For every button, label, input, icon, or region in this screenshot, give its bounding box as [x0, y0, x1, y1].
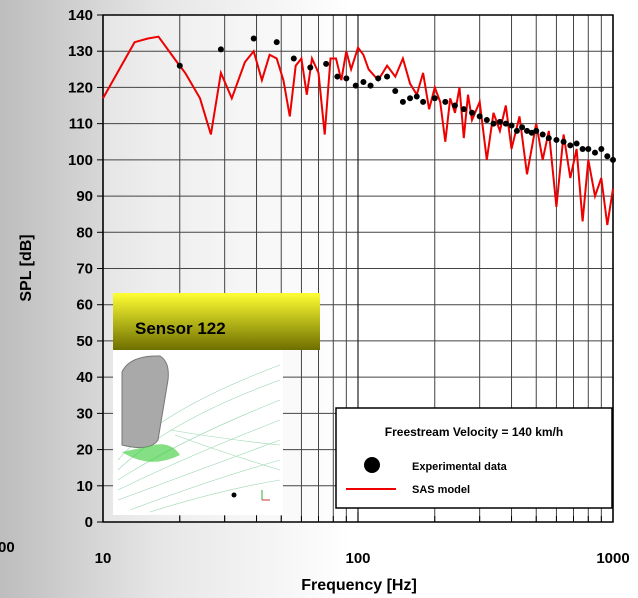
streamlines — [117, 364, 281, 513]
x-axis-title: Frequency [Hz] — [301, 577, 417, 594]
data-point — [367, 82, 374, 89]
data-point — [610, 156, 616, 163]
data-point — [508, 122, 515, 129]
y-tick-label: 120 — [68, 79, 93, 96]
data-point — [307, 64, 314, 71]
inset-label-box — [113, 293, 320, 350]
data-point — [360, 78, 367, 85]
cropped-label: 00 — [0, 539, 15, 556]
data-point — [524, 127, 531, 134]
inset-label: Sensor 122 — [135, 319, 226, 338]
data-point — [431, 95, 438, 102]
data-point — [490, 120, 497, 127]
data-point — [176, 62, 183, 69]
data-point — [545, 135, 552, 142]
y-tick-label: 60 — [76, 297, 93, 314]
data-point — [399, 98, 406, 105]
y-tick-label: 100 — [68, 152, 93, 169]
data-point — [323, 60, 330, 67]
y-tick-label: 90 — [76, 188, 93, 205]
x-tick-label: 100 — [345, 550, 370, 567]
data-point — [407, 95, 414, 102]
data-point — [598, 145, 605, 152]
data-point — [343, 75, 350, 82]
data-point — [469, 109, 476, 116]
inset: Sensor 122 — [113, 293, 320, 515]
sensor-point — [231, 492, 237, 498]
y-tick-label: 80 — [76, 224, 93, 241]
data-point — [384, 73, 391, 80]
data-point — [217, 46, 224, 53]
data-point — [604, 153, 611, 160]
data-point — [375, 75, 382, 82]
y-tick-label: 40 — [76, 369, 93, 386]
data-point — [496, 118, 503, 125]
data-point — [442, 98, 449, 105]
data-point — [451, 102, 458, 109]
y-tick-label: 10 — [76, 478, 93, 495]
legend-label: SAS model — [412, 484, 470, 496]
data-point — [250, 35, 257, 42]
y-tick-label: 140 — [68, 7, 93, 24]
x-tick-label: 1000 — [596, 550, 629, 567]
data-point — [579, 145, 586, 152]
y-tick-label: 50 — [76, 333, 93, 350]
series-line — [102, 35, 614, 226]
data-point — [334, 73, 341, 80]
data-point — [273, 39, 280, 46]
data-point — [567, 142, 574, 149]
y-tick-label: 30 — [76, 405, 93, 422]
data-point — [528, 129, 535, 136]
x-tick-label: 10 — [95, 550, 112, 567]
data-point — [560, 138, 567, 145]
legend-box — [335, 407, 613, 509]
data-point — [553, 136, 560, 143]
data-point — [460, 106, 467, 113]
legend-label: Experimental data — [412, 461, 508, 473]
data-point — [483, 117, 490, 124]
data-point — [476, 113, 483, 120]
y-tick-label: 20 — [76, 442, 93, 459]
data-point — [392, 88, 399, 95]
legend-marker — [364, 457, 380, 473]
data-point — [592, 149, 599, 156]
plot-frame — [102, 14, 614, 523]
y-tick-label: 110 — [69, 116, 93, 133]
y-tick-label: 130 — [68, 43, 93, 60]
data-point — [513, 127, 520, 134]
data-point — [539, 131, 546, 138]
data-point — [519, 124, 526, 131]
data-point — [585, 145, 592, 152]
flow-region — [122, 444, 180, 462]
y-tick-label: 0 — [85, 514, 93, 531]
data-point — [352, 82, 359, 89]
legend-title: Freestream Velocity = 140 km/h — [385, 425, 563, 439]
data-point — [413, 93, 420, 100]
data-point — [502, 120, 509, 127]
y-tick-label: 70 — [76, 261, 93, 278]
data-point — [290, 55, 297, 62]
data-point — [573, 140, 580, 147]
data-point — [420, 98, 427, 105]
data-point — [533, 127, 540, 134]
legend: Freestream Velocity = 140 km/h Experimen… — [335, 407, 613, 509]
y-axis-title: SPL [dB] — [18, 234, 35, 301]
plot-area — [102, 35, 616, 226]
